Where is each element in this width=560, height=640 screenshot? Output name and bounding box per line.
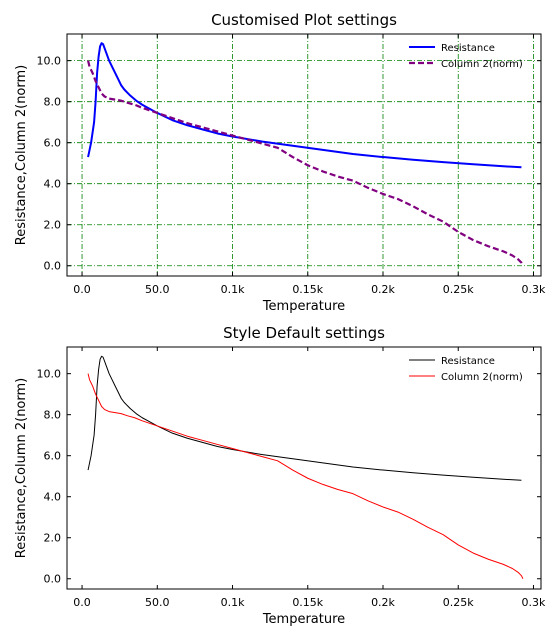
series-line-column-2-norm [87,60,524,267]
x-tick-label: 0.0 [73,283,91,296]
legend-label: Resistance [441,356,495,367]
legend-label: Column 2(norm) [441,59,523,70]
y-tick-label: 8.0 [44,409,62,422]
y-tick-label: 8.0 [44,96,62,109]
x-tick-label: 50.0 [145,283,170,296]
y-axis-label: Resistance,Column 2(norm) [14,65,29,246]
x-tick-label: 0.3k [522,596,546,609]
x-tick-label: 0.2k [371,283,395,296]
y-tick-label: 4.0 [44,178,62,191]
series-line-resistance [87,42,522,169]
plot-frame [66,346,542,590]
y-tick-label: 2.0 [44,532,62,545]
series-line-resistance [87,355,522,481]
y-axis-label: Resistance,Column 2(norm) [14,378,29,559]
x-tick-label: 0.15k [292,283,323,296]
legend: Resistance Column 2(norm) [409,356,523,383]
x-tick-label: 0.1k [221,596,245,609]
y-tick-label: 2.0 [44,219,62,232]
grid-lines [67,34,541,276]
x-axis-label: Temperature [262,299,345,314]
y-tick-label: 6.0 [44,450,62,463]
chart-1: Customised Plot settings 0.0 50.0 0.1k 0.15k… [14,11,546,314]
x-tick-label: 0.2k [371,596,395,609]
series-line-column-2-norm [87,373,524,579]
y-tick-label: 6.0 [44,137,62,150]
x-tick-label: 0.25k [443,283,474,296]
y-tick-label: 0.0 [44,260,62,273]
y-tick-label: 10.0 [37,368,62,381]
chart-title: Style Default settings [223,324,385,342]
y-tick-label: 10.0 [37,55,62,68]
x-tick-label: 0.15k [292,596,323,609]
x-tick-label: 0.0 [73,596,91,609]
x-tick-label: 50.0 [145,596,170,609]
chart-title: Customised Plot settings [211,11,397,29]
chart-2: Style Default settings 0.0 50.0 0.1k 0.15k 0.… [14,324,546,627]
y-tick-label: 4.0 [44,491,62,504]
x-tick-label: 0.3k [522,283,546,296]
legend: Resistance Column 2(norm) [409,43,523,70]
plot-frame [66,33,542,277]
legend-label: Resistance [441,43,495,54]
x-tick-label: 0.1k [221,283,245,296]
x-axis-label: Temperature [262,612,345,627]
y-tick-label: 0.0 [44,573,62,586]
legend-label: Column 2(norm) [441,372,523,383]
x-tick-label: 0.25k [443,596,474,609]
